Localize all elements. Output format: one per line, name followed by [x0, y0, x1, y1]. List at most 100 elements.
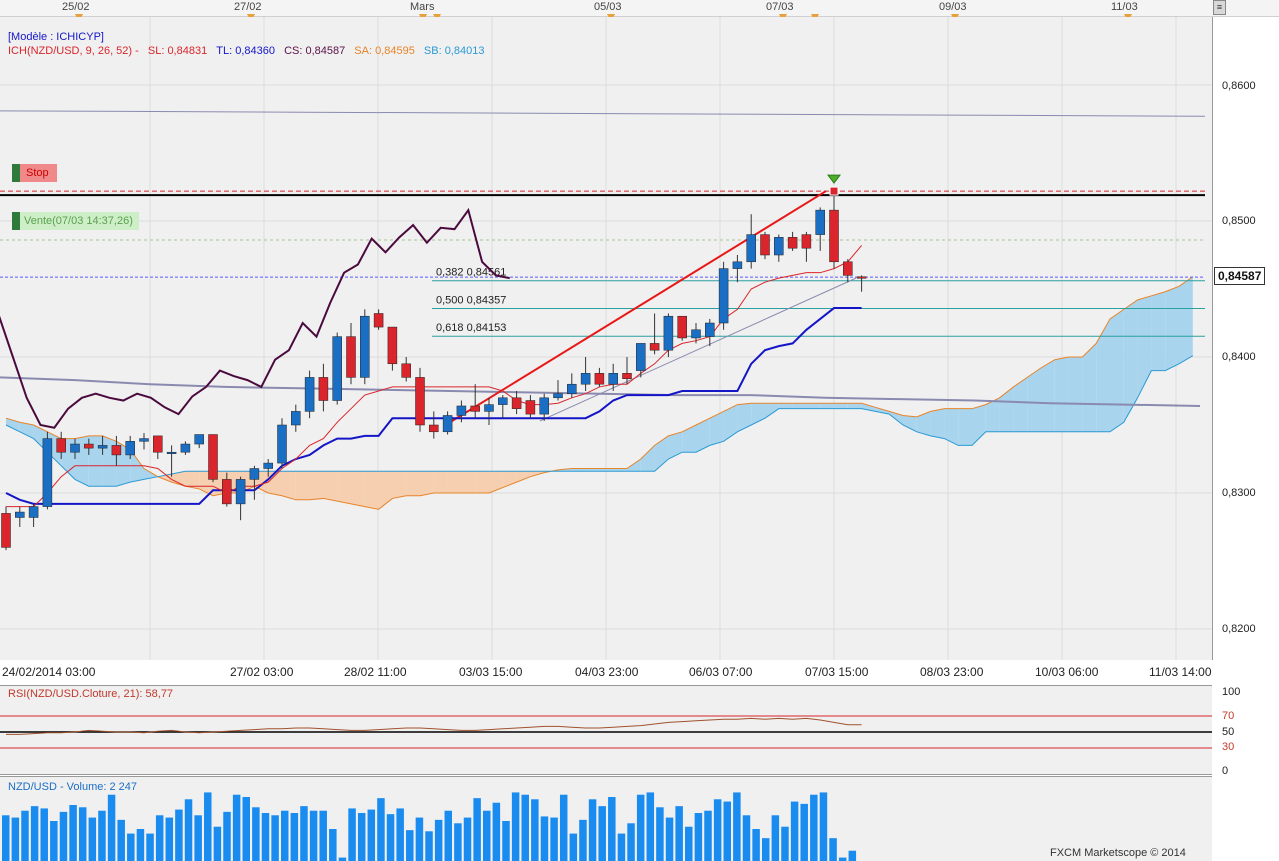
candle-body	[787, 237, 798, 249]
cloud-segment	[999, 386, 1014, 432]
fib-level-label: 0,500 0,84357	[436, 294, 506, 306]
cloud-segment	[765, 403, 779, 419]
cloud-segment	[792, 403, 807, 409]
candle-body	[484, 404, 494, 412]
date-marker-label: 27/02	[234, 1, 262, 13]
volume-bar	[569, 833, 578, 861]
candle-body	[415, 377, 425, 426]
candle-body	[829, 209, 839, 263]
price-axis-label: 0,8400	[1222, 351, 1256, 363]
volume-header: NZD/USD - Volume: 2 247	[8, 781, 137, 793]
settings-icon[interactable]: ≡	[1213, 0, 1226, 15]
candle-body	[470, 405, 480, 412]
price-chart-svg[interactable]: 0,382 0,84561 0,500 0,84357 0,618 0,84153	[0, 17, 1212, 660]
volume-bar	[838, 857, 847, 861]
cloud-segment	[640, 445, 655, 472]
candle-body	[125, 441, 135, 456]
cloud-segment	[613, 468, 627, 472]
volume-bar	[473, 798, 481, 861]
volume-bar	[11, 817, 20, 861]
sa-label: SA: 0,84595	[354, 45, 415, 57]
candle-body	[843, 261, 853, 276]
sell-order-tag[interactable]: Vente(07/03 14:37,26)	[12, 212, 139, 230]
cloud-segment	[282, 471, 296, 500]
candle-body	[1, 513, 11, 548]
candle-body	[774, 237, 784, 256]
volume-bar	[531, 799, 539, 861]
candle-body	[498, 397, 508, 405]
candle-body	[360, 315, 370, 378]
cloud-segment	[1151, 291, 1166, 371]
candle-body	[677, 315, 687, 339]
volume-bar	[98, 810, 106, 861]
volume-bar	[242, 797, 250, 861]
candle-body	[208, 434, 218, 480]
cloud-segment	[1013, 377, 1028, 432]
volume-bar	[136, 829, 145, 861]
stop-order-label[interactable]: Stop	[20, 164, 57, 182]
cloud-segment	[475, 471, 489, 493]
volume-bar	[540, 816, 549, 861]
cloud-segment	[985, 397, 1000, 432]
volume-bar	[377, 798, 385, 861]
senkou-a-line	[5, 276, 1194, 510]
volume-bar	[704, 810, 712, 861]
order-handle[interactable]	[12, 212, 20, 230]
volume-bar	[733, 792, 741, 861]
candle-body	[718, 268, 729, 324]
candle-body	[525, 400, 536, 415]
rsi-chart-svg[interactable]	[0, 686, 1212, 774]
time-axis-label: 07/03 15:00	[805, 665, 869, 679]
volume-chart-svg[interactable]	[0, 777, 1212, 861]
rsi-axis-label: 0	[1222, 765, 1229, 777]
volume-bar	[598, 806, 606, 861]
cloud-segment	[571, 468, 586, 472]
senkou-b-line	[5, 355, 1194, 487]
cloud-segment	[171, 471, 186, 487]
volume-bar	[309, 810, 318, 861]
volume-bar	[2, 815, 10, 861]
cloud-segment	[420, 471, 434, 496]
volume-bar	[271, 815, 279, 861]
volume-bar	[781, 826, 789, 861]
volume-bar	[723, 801, 731, 861]
rsi-panel[interactable]: RSI(NZD/USD.Cloture, 21): 58,77	[0, 685, 1212, 775]
trend-line-thin	[539, 277, 857, 422]
cloud-segment	[834, 403, 848, 409]
cloud-segment	[1179, 276, 1193, 364]
volume-bar	[665, 817, 674, 861]
rsi-axis-label: 100	[1222, 686, 1241, 698]
candle-body	[608, 373, 618, 385]
volume-bar	[78, 807, 87, 861]
price-chart-panel[interactable]: 0,382 0,84561 0,500 0,84357 0,618 0,84153 …	[0, 17, 1213, 660]
volume-bar	[69, 805, 77, 861]
cloud-segment	[737, 403, 752, 432]
volume-bar	[761, 838, 770, 861]
cs-label: CS: 0,84587	[284, 45, 346, 57]
sl-label: SL: 0,84831	[147, 45, 208, 57]
model-label: [Modèle : ICHICYP]	[8, 31, 104, 43]
fib-level-label: 0,382 0,84561	[436, 267, 506, 279]
volume-bar	[800, 803, 808, 861]
cloud-segment	[916, 411, 931, 436]
volume-bar	[685, 826, 693, 861]
cloud-segment	[1027, 367, 1041, 432]
volume-bar	[386, 814, 395, 861]
volume-bar	[367, 809, 376, 861]
candle-body	[373, 313, 384, 328]
volume-bar	[502, 821, 510, 861]
time-axis-label: 08/03 23:00	[920, 665, 984, 679]
volume-bar	[357, 813, 366, 861]
volume-bar	[646, 792, 655, 861]
stop-order-tag[interactable]: Stop	[12, 164, 57, 182]
order-handle[interactable]	[12, 164, 20, 182]
volume-bar	[829, 838, 837, 861]
volume-bar	[21, 810, 29, 861]
sell-order-label[interactable]: Vente(07/03 14:37,26)	[20, 212, 139, 230]
volume-panel[interactable]: NZD/USD - Volume: 2 247 FXCM Marketscope…	[0, 776, 1212, 861]
date-marker-bar: 25/02 27/02 Mars 05/03 07/03 09/03 11/03…	[0, 0, 1279, 22]
down-arrow-icon	[827, 174, 841, 184]
cloud-segment	[1041, 359, 1055, 432]
cloud-segment	[903, 415, 917, 432]
time-axis-label: 03/03 15:00	[459, 665, 523, 679]
